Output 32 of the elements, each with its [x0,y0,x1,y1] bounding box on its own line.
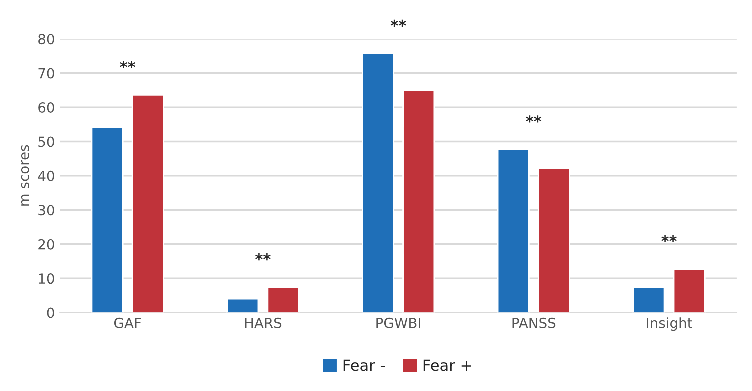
x-tick-label: GAF [114,318,142,328]
x-tick-label: Insight [647,318,692,332]
x-tick-label: PGWBI [376,318,420,328]
y-axis-title: m scores [21,145,30,206]
x-tick-label: PANSS [512,318,556,328]
y-tick-label: 60 [38,102,54,113]
legend-label: Fear - [344,360,386,372]
x-tick-label: HARS [245,318,282,328]
y-tick-label: 50 [38,136,54,148]
bar [402,90,436,313]
bar [362,53,395,313]
annotation: ** [526,116,542,123]
legend-label: Fear + [424,360,472,372]
annotation: ** [120,61,136,68]
y-tick-label: 10 [39,274,54,284]
bar [226,298,260,313]
annotation: ** [662,235,677,242]
annotation: ** [256,254,271,261]
bar [132,94,164,313]
y-tick-label: 40 [38,170,54,182]
y-tick-label: 0 [47,308,54,318]
bar [497,148,530,313]
y-tick-label: 30 [38,205,54,216]
bar [632,287,666,313]
bar [673,268,706,313]
bar [538,168,570,313]
y-tick-label: 70 [38,68,54,79]
y-tick-label: 80 [38,34,54,45]
text: ** [390,20,406,27]
y-tick-label: 20 [38,239,54,250]
bar [91,127,124,313]
bar [267,286,300,313]
